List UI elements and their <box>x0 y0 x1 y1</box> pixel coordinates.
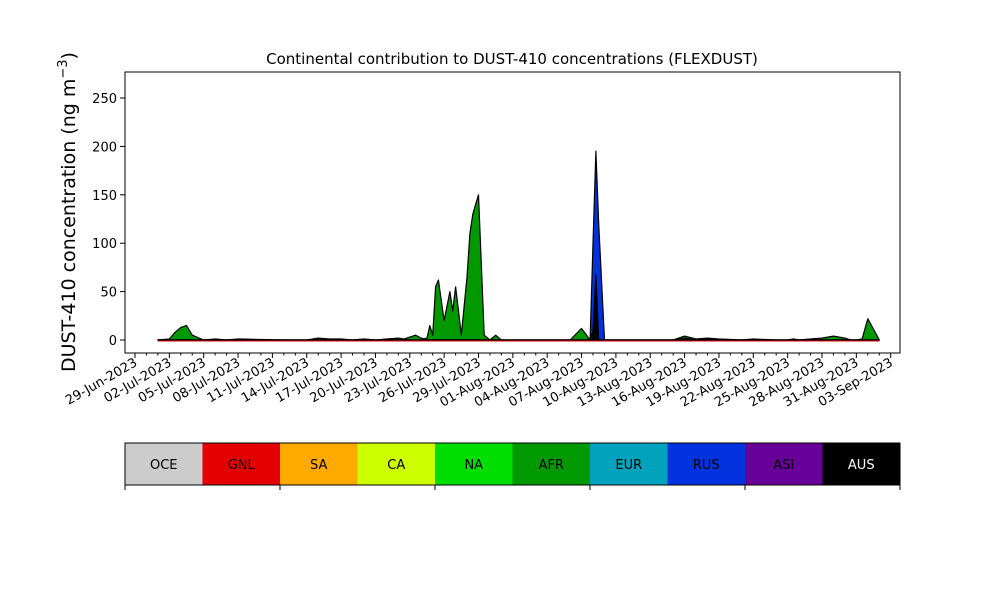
series-layer <box>157 150 880 342</box>
legend-swatch-rus <box>667 443 745 485</box>
legend-label-asi: ASI <box>773 458 794 473</box>
legend-label-na: NA <box>464 458 483 473</box>
y-tick-label: 250 <box>92 92 117 107</box>
y-tick-label: 0 <box>109 334 117 349</box>
legend-label-afr: AFR <box>539 458 564 473</box>
legend-swatch-eur <box>590 443 668 485</box>
legend-label-sa: SA <box>310 458 327 473</box>
legend-swatch-aus <box>822 443 900 485</box>
legend-swatch-afr <box>512 443 590 485</box>
legend-label-aus: AUS <box>848 458 875 473</box>
plot-area <box>124 71 901 354</box>
legend-label-rus: RUS <box>693 458 720 473</box>
series-area-aus <box>157 273 880 341</box>
legend-label-oce: OCE <box>150 458 178 473</box>
series-area-afr <box>157 194 880 341</box>
series-area-rus <box>157 150 880 341</box>
y-axis-label: DUST-410 concentration (ng m−3) <box>56 52 80 372</box>
legend-label-eur: EUR <box>615 458 642 473</box>
legend-swatch-asi <box>745 443 823 485</box>
legend-colorbar: OCE GNL SA CA NA AFR EUR RUS ASI AUS <box>124 442 901 490</box>
legend-swatch-gnl <box>202 443 280 485</box>
legend-label-ca: CA <box>387 458 405 473</box>
legend-swatch-sa <box>280 443 358 485</box>
chart-title: Continental contribution to DUST-410 con… <box>266 50 758 68</box>
y-tick-label: 150 <box>92 189 117 204</box>
legend-swatch-na <box>435 443 513 485</box>
plot-frame <box>124 71 901 354</box>
legend-swatch-oce <box>125 443 203 485</box>
y-tick-label: 100 <box>92 237 117 252</box>
legend-frame <box>124 442 901 486</box>
legend-swatch-ca <box>357 443 435 485</box>
y-tick-label: 200 <box>92 140 117 155</box>
legend-label-gnl: GNL <box>228 458 256 473</box>
y-tick-label: 50 <box>100 286 117 301</box>
x-axis: 29-Jun-202302-Jul-202305-Jul-202308-Jul-… <box>63 353 896 411</box>
y-axis: 0 50 100 150 200 250 <box>92 92 125 349</box>
